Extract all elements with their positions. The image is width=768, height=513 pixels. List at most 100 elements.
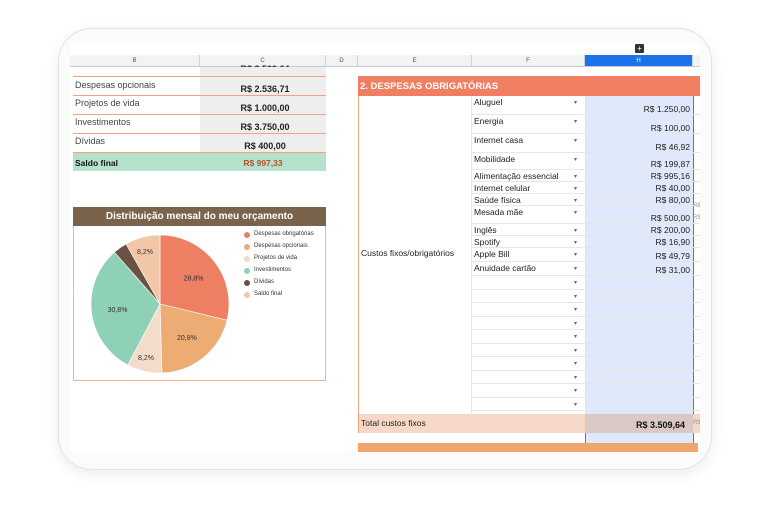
pie-slice (90, 251, 161, 366)
empty-row[interactable]: ▾ (472, 290, 700, 303)
empty-row[interactable]: ▾ (472, 357, 700, 371)
column-header-f[interactable]: F (472, 55, 585, 67)
overflow-mark: R$ (693, 215, 700, 221)
expense-amount[interactable]: R$ 200,00 (650, 225, 690, 235)
overflow-mark: R$ (693, 203, 700, 209)
expense-amount[interactable]: R$ 1.250,00 (643, 104, 690, 114)
dropdown-arrow-icon[interactable]: ▾ (574, 307, 578, 313)
dropdown-arrow-icon[interactable]: ▾ (574, 100, 578, 106)
expense-amount[interactable]: R$ 49,79 (655, 251, 691, 261)
expense-amount[interactable]: R$ 500,00 (650, 213, 690, 223)
expense-name: Internet casa (474, 135, 524, 145)
legend-label: Dívidas (254, 279, 275, 285)
expense-amount[interactable]: R$ 16,90 (655, 237, 691, 247)
expense-row[interactable]: Inglês ▾ R$ 200,00 (472, 224, 700, 236)
legend-swatch (244, 244, 250, 250)
expense-name: Internet celular (474, 183, 531, 193)
dropdown-arrow-icon[interactable]: ▾ (574, 266, 578, 272)
dropdown-arrow-icon[interactable]: ▾ (574, 347, 578, 354)
pie-slice (159, 303, 228, 374)
chart-title: Distribuição mensal do meu orçamento (73, 207, 326, 226)
total-value[interactable]: R$ 3.509,64 (635, 420, 685, 430)
expense-name: Apple Bill (474, 249, 510, 259)
total-label: Total custos fixos (361, 418, 426, 428)
summary-label: Projetos de vida (75, 98, 140, 108)
expense-row[interactable]: Mobilidade ▾ R$ 199,87 (472, 153, 700, 170)
empty-row[interactable]: ▾ (472, 344, 700, 357)
dropdown-arrow-icon[interactable]: ▾ (574, 228, 578, 234)
expense-name: Alimentação essencial (474, 171, 559, 181)
dropdown-arrow-icon[interactable]: ▾ (574, 334, 578, 340)
dropdown-arrow-icon[interactable]: ▾ (574, 198, 578, 204)
category-cell[interactable]: Custos fixos/obrigatórios (358, 96, 472, 414)
legend-label: Despesas obrigatórias (254, 231, 314, 237)
dropdown-arrow-icon[interactable]: ▾ (574, 374, 578, 381)
column-header-h[interactable]: H (585, 55, 693, 67)
saldo-value[interactable]: R$ 997,33 (243, 158, 283, 168)
legend-label: Saldo final (254, 291, 283, 297)
dropdown-arrow-icon[interactable]: ▾ (574, 210, 578, 216)
expense-row[interactable]: Saúde física ▾ R$ 80,00 (472, 194, 700, 206)
expense-row[interactable]: Spotify ▾ R$ 16,90 (472, 236, 700, 248)
dropdown-arrow-icon[interactable]: ▾ (574, 361, 578, 367)
summary-label: Investimentos (75, 117, 131, 127)
pie-data-label: 8,2% (137, 249, 153, 256)
total-row: Total custos fixos R$ 3.509,64 R$ (358, 414, 700, 433)
expense-row[interactable]: Anuidade cartão ▾ R$ 31,00 (472, 262, 700, 276)
empty-row[interactable]: ▾ (472, 303, 700, 317)
column-header-c[interactable]: C (200, 55, 326, 67)
expense-amount[interactable]: R$ 100,00 (650, 123, 690, 133)
legend-label: Projetos de vida (254, 255, 298, 261)
empty-row[interactable]: ▾ (472, 398, 700, 411)
expense-amount[interactable]: R$ 31,00 (655, 265, 691, 275)
expense-amount[interactable]: R$ 46,92 (655, 142, 691, 152)
legend-swatch (244, 268, 250, 274)
saldo-row: Saldo final R$ 997,33 (73, 153, 326, 171)
selected-column-h[interactable] (585, 96, 694, 452)
dropdown-arrow-icon[interactable]: ▾ (574, 280, 578, 286)
dropdown-arrow-icon[interactable]: ▾ (574, 293, 578, 300)
summary-value[interactable]: R$ 400,00 (244, 141, 286, 151)
empty-row[interactable]: ▾ (472, 371, 700, 384)
empty-row[interactable]: ▾ (472, 330, 700, 344)
expense-row[interactable]: Aluguel ▾ R$ 1.250,00 (472, 96, 700, 115)
dropdown-arrow-icon[interactable]: ▾ (574, 252, 578, 258)
expense-row[interactable]: Mesada mãe ▾ R$ 500,00 (472, 206, 700, 224)
summary-value[interactable]: R$ 3.750,00 (240, 122, 290, 132)
column-header-d[interactable]: D (326, 55, 358, 67)
dropdown-arrow-icon[interactable]: ▾ (574, 174, 578, 180)
dropdown-arrow-icon[interactable]: ▾ (574, 240, 578, 246)
dropdown-arrow-icon[interactable]: ▾ (574, 186, 578, 192)
empty-row[interactable]: ▾ (472, 276, 700, 290)
summary-value[interactable]: R$ 1.000,00 (240, 103, 290, 113)
dropdown-arrow-icon[interactable]: ▾ (574, 138, 578, 144)
dropdown-arrow-icon[interactable]: ▾ (574, 388, 578, 394)
pie-data-label: 20,8% (177, 335, 197, 342)
expense-amount[interactable]: R$ 80,00 (655, 195, 691, 205)
chart-card[interactable]: Distribuição mensal do meu orçamento 28,… (73, 207, 326, 381)
column-header-e[interactable]: E (358, 55, 472, 67)
summary-value[interactable]: R$ 2.536,71 (240, 84, 290, 94)
row-line (73, 76, 326, 77)
dropdown-arrow-icon[interactable]: ▾ (574, 157, 578, 163)
column-header-b[interactable]: B (70, 55, 200, 67)
expense-row[interactable]: Alimentação essencial ▾ R$ 995,16 (472, 170, 700, 182)
expense-row[interactable]: Energia ▾ R$ 100,00 (472, 115, 700, 134)
pie-slice (159, 234, 230, 321)
expand-column-button[interactable]: + (635, 44, 644, 53)
expense-amount[interactable]: R$ 40,00 (655, 183, 691, 193)
expense-amount[interactable]: R$ 995,16 (650, 171, 690, 181)
row-line (73, 152, 326, 153)
section-header: 2. DESPESAS OBRIGATÓRIAS (358, 76, 700, 96)
dropdown-arrow-icon[interactable]: ▾ (574, 401, 578, 408)
expense-row[interactable]: Internet celular ▾ R$ 40,00 (472, 182, 700, 194)
pie-data-label: 30,8% (108, 307, 128, 314)
dropdown-arrow-icon[interactable]: ▾ (574, 119, 578, 125)
expense-amount[interactable]: R$ 199,87 (650, 159, 690, 169)
empty-row[interactable]: ▾ (472, 384, 700, 398)
expense-row[interactable]: Internet casa ▾ R$ 46,92 (472, 134, 700, 153)
bottom-band (358, 443, 698, 452)
dropdown-arrow-icon[interactable]: ▾ (574, 320, 578, 327)
empty-row[interactable]: ▾ (472, 317, 700, 330)
expense-row[interactable]: Apple Bill ▾ R$ 49,79 (472, 248, 700, 262)
